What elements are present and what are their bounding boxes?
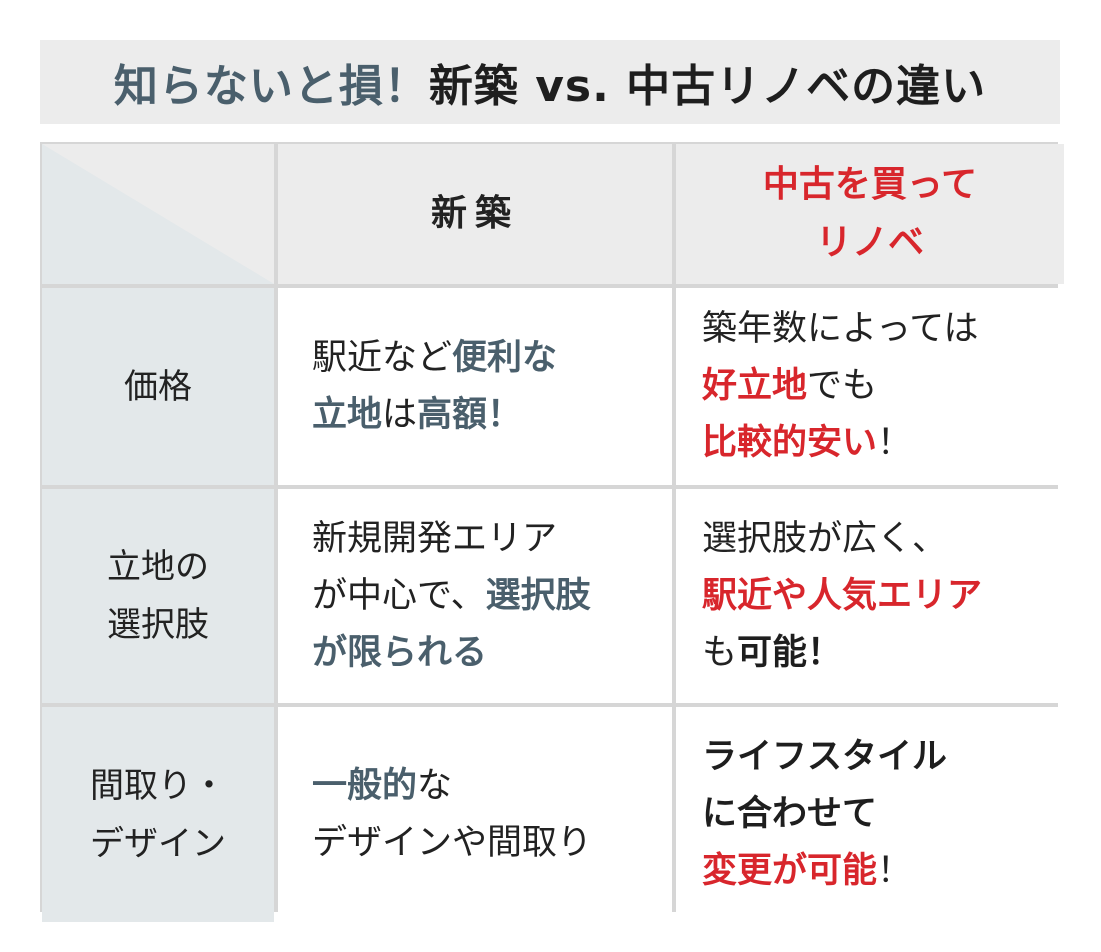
title-main: 新築 vs. 中古リノベの違い xyxy=(428,61,987,112)
cell-text-line: 立地は高額！ xyxy=(312,387,650,444)
text-segment: ！ xyxy=(877,851,913,891)
highlight-segment: が限られる xyxy=(312,632,488,673)
cell-text-line: 駅近や人気エリア xyxy=(702,568,1048,625)
highlight-segment: に合わせて xyxy=(702,794,878,834)
text-segment: が中心で、 xyxy=(312,575,486,616)
cell-reno-layout-design: ライフスタイル に合わせて変更が可能！ xyxy=(676,707,1064,922)
cell-text-line: デザインや間取り xyxy=(312,815,650,872)
text-segment: は xyxy=(382,394,418,435)
title-accent: 知らないと損！ xyxy=(113,61,429,112)
row-header-layout-design: 間取り・ デザイン xyxy=(42,707,274,922)
cell-text-line: ライフスタイル xyxy=(702,729,1048,786)
text-segment: ！ xyxy=(877,423,913,463)
highlight-segment: 可能！ xyxy=(737,632,843,673)
text-segment: 新規開発エリア xyxy=(312,518,558,559)
comparison-table: 新築 中古を買って リノベ 価格 駅近など便利な 立地は高額！ 築年数によっては好… xyxy=(40,142,1064,922)
text-segment: デザインや間取り xyxy=(312,822,593,863)
cell-text-line: 築年数によっては xyxy=(702,301,1048,358)
cell-text-line: も可能！ xyxy=(702,625,1048,682)
cell-reno-price: 築年数によっては 好立地でも 比較的安い！ xyxy=(676,288,1064,485)
text-segment: 駅近など xyxy=(312,337,453,378)
cell-text-line: 駅近など便利な xyxy=(312,330,650,387)
text-segment: 築年数によっては xyxy=(702,309,979,349)
row-header-location: 立地の 選択肢 xyxy=(42,489,274,703)
text-segment: な xyxy=(417,765,453,806)
cell-text-line: が中心で、選択肢 xyxy=(312,568,650,625)
highlight-segment: 駅近や人気エリア xyxy=(702,575,983,616)
row-label-line: デザイン xyxy=(90,823,226,864)
cell-reno-location: 選択肢が広く、 駅近や人気エリア も可能！ xyxy=(676,489,1064,703)
cell-new-layout-design: 一般的なデザインや間取り xyxy=(278,707,672,922)
column-header-new: 新築 xyxy=(278,144,672,284)
highlight-segment: 一般的 xyxy=(312,765,418,806)
cell-text-line: 選択肢が広く、 xyxy=(702,511,1048,568)
page-title: 知らないと損！ 新築 vs. 中古リノベの違い xyxy=(40,40,1060,124)
cell-new-price: 駅近など便利な 立地は高額！ xyxy=(278,288,672,485)
row-label-line: 価格 xyxy=(124,366,192,407)
row-label-line: 選択肢 xyxy=(107,605,209,645)
highlight-segment: 立地 xyxy=(312,394,383,435)
cell-text-line: 変更が可能！ xyxy=(702,843,1048,900)
row-label-line: 立地の xyxy=(107,547,209,587)
highlight-segment: ライフスタイル xyxy=(702,737,948,777)
highlight-segment: 高額！ xyxy=(417,394,523,435)
column-header-reno-line2: リノベ xyxy=(815,222,924,263)
column-header-reno: 中古を買って リノベ xyxy=(676,144,1064,284)
highlight-segment: 好立地 xyxy=(702,366,808,406)
text-segment: 選択肢が広く、 xyxy=(702,518,948,559)
highlight-segment: 比較的安い xyxy=(702,423,878,463)
highlight-segment: 便利な xyxy=(452,337,558,378)
cell-text-line: 好立地でも xyxy=(702,358,1048,415)
cell-text-line: 比較的安い！ xyxy=(702,415,1048,472)
text-segment: も xyxy=(702,632,738,673)
row-label-line: 間取り・ xyxy=(90,765,226,806)
text-segment: でも xyxy=(807,366,878,406)
highlight-segment: 変更が可能 xyxy=(702,851,878,891)
highlight-segment: 選択肢 xyxy=(485,575,591,616)
column-header-reno-line1: 中古を買って xyxy=(762,164,978,205)
table-corner xyxy=(42,144,274,284)
corner-diagonal-shape xyxy=(42,144,274,284)
cell-text-line: 新規開発エリア xyxy=(312,511,650,568)
row-header-price: 価格 xyxy=(42,288,274,485)
cell-text-line: に合わせて xyxy=(702,786,1048,843)
cell-text-line: が限られる xyxy=(312,625,650,682)
cell-new-location: 新規開発エリア が中心で、選択肢 が限られる xyxy=(278,489,672,703)
cell-text-line: 一般的な xyxy=(312,758,650,815)
